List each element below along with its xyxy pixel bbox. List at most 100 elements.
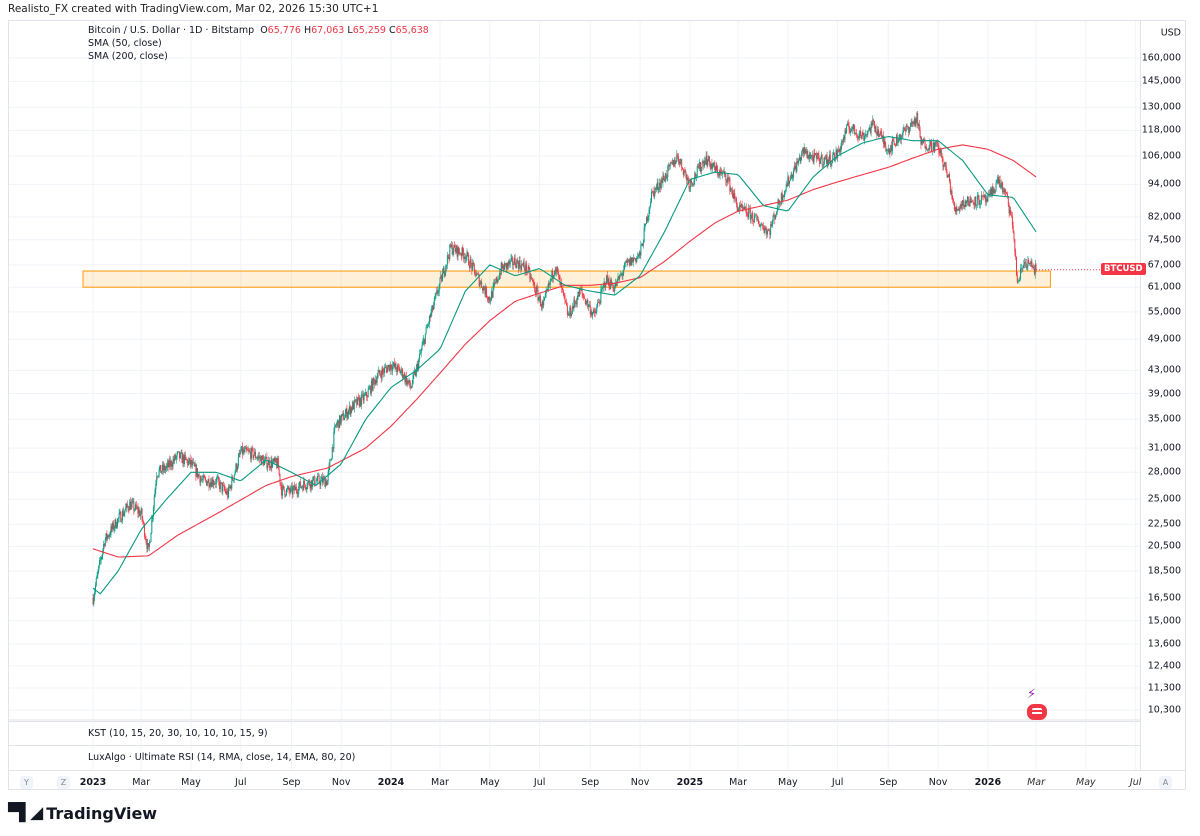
us-flag-icon[interactable] bbox=[1027, 704, 1047, 720]
candle-body bbox=[161, 471, 163, 473]
candle-body bbox=[439, 277, 441, 286]
candle-body bbox=[298, 486, 300, 494]
candle-body bbox=[919, 129, 921, 138]
candle-body bbox=[948, 173, 950, 176]
candle-body bbox=[183, 454, 185, 464]
candle-body bbox=[307, 482, 309, 488]
candle-body bbox=[695, 176, 697, 177]
candle-body bbox=[179, 451, 181, 459]
candle-body bbox=[1017, 281, 1019, 283]
candle-body bbox=[561, 282, 563, 288]
candle-body bbox=[121, 520, 123, 522]
candle-body bbox=[1013, 232, 1015, 240]
candle-body bbox=[429, 315, 431, 318]
time-tick-label: May bbox=[479, 777, 500, 788]
sma50-legend[interactable]: SMA (50, close) bbox=[88, 38, 162, 49]
candle-body bbox=[601, 287, 603, 289]
candle-body bbox=[614, 286, 616, 291]
auto-scale-button[interactable]: A bbox=[1159, 776, 1172, 789]
candle-body bbox=[847, 123, 849, 127]
candle-body bbox=[682, 169, 684, 176]
time-tick-label: Mar bbox=[1027, 777, 1046, 788]
candle-body bbox=[326, 480, 328, 486]
candle-body bbox=[603, 282, 605, 285]
candle-body bbox=[304, 484, 306, 489]
candle-body bbox=[620, 273, 622, 275]
symbol-title[interactable]: Bitcoin / U.S. Dollar · 1D · Bitstamp bbox=[88, 25, 255, 36]
candle-body bbox=[267, 465, 269, 468]
candle-body bbox=[907, 126, 909, 130]
candle-body bbox=[364, 394, 366, 396]
price-axis[interactable]: USD 160,000 145,000 130,000 118,000 106,000 9… bbox=[1140, 20, 1187, 770]
kst-pane[interactable]: KST (10, 15, 20, 30, 10, 10, 10, 15, 9) bbox=[8, 721, 1141, 745]
candle-body bbox=[941, 156, 943, 159]
price-tick-label: 94,000 bbox=[1147, 178, 1181, 190]
candle-body bbox=[496, 277, 498, 282]
candle-body bbox=[387, 367, 389, 373]
candle-body bbox=[629, 257, 631, 266]
candle-body bbox=[769, 231, 771, 235]
candle-body bbox=[976, 195, 978, 205]
candle-body bbox=[851, 129, 853, 131]
candle-body bbox=[955, 207, 957, 212]
candle-body bbox=[547, 288, 549, 290]
candle-body bbox=[406, 375, 408, 385]
candle-body bbox=[138, 510, 140, 514]
candle-body bbox=[546, 289, 548, 291]
candle-body bbox=[927, 149, 929, 151]
candle-body bbox=[949, 181, 951, 193]
candle-body bbox=[607, 278, 609, 283]
candle-body bbox=[145, 538, 147, 543]
candle-body bbox=[431, 305, 433, 313]
candle-body bbox=[256, 458, 258, 459]
candle-body bbox=[783, 196, 785, 197]
rsi-pane[interactable]: LuxAlgo · Ultimate RSI (14, RMA, close, … bbox=[8, 745, 1141, 770]
candle-body bbox=[294, 486, 296, 491]
candle-body bbox=[828, 154, 830, 162]
candle-body bbox=[894, 143, 896, 146]
candle-body bbox=[984, 194, 986, 202]
candle-body bbox=[669, 162, 671, 167]
candle-body bbox=[370, 380, 372, 394]
candle-body bbox=[461, 247, 463, 257]
candle-body bbox=[218, 477, 220, 482]
candle-body bbox=[198, 474, 200, 477]
candle-body bbox=[518, 260, 520, 269]
candle-body bbox=[984, 194, 986, 198]
candle-body bbox=[1002, 191, 1004, 193]
candle-body bbox=[690, 180, 692, 184]
candle-body bbox=[539, 295, 541, 306]
candle-body bbox=[686, 177, 688, 181]
candle-body bbox=[103, 544, 105, 550]
candle-body bbox=[646, 216, 648, 224]
candle-body bbox=[913, 121, 915, 124]
time-tick-label: May bbox=[181, 777, 201, 788]
candle-body bbox=[175, 456, 177, 460]
sma200-legend[interactable]: SMA (200, close) bbox=[88, 51, 168, 62]
candle-body bbox=[523, 262, 525, 269]
candle-body bbox=[944, 162, 946, 165]
candle-body bbox=[297, 493, 299, 495]
candle-body bbox=[428, 315, 430, 324]
candle-body bbox=[630, 257, 632, 266]
tradingview-logo[interactable]: ▀▌◢ TradingView bbox=[8, 803, 157, 823]
candle-body bbox=[928, 149, 930, 150]
candle-body bbox=[447, 255, 449, 258]
candle-body bbox=[1029, 262, 1031, 265]
log-y-button[interactable]: Y bbox=[20, 776, 33, 789]
lightning-icon[interactable]: ⚡ bbox=[1027, 687, 1037, 702]
candle-body bbox=[533, 282, 535, 285]
candle-body bbox=[570, 307, 572, 316]
candle-body bbox=[368, 388, 370, 390]
candle-body bbox=[223, 485, 225, 486]
candle-body bbox=[962, 200, 964, 207]
candle-body bbox=[851, 127, 853, 130]
currency-label[interactable]: USD bbox=[1160, 27, 1181, 39]
candle-body bbox=[775, 214, 777, 220]
candle-body bbox=[402, 377, 404, 378]
zoom-z-button[interactable]: Z bbox=[57, 776, 70, 789]
candle-body bbox=[930, 140, 932, 142]
candle-body bbox=[830, 163, 832, 166]
candle-body bbox=[970, 198, 972, 203]
